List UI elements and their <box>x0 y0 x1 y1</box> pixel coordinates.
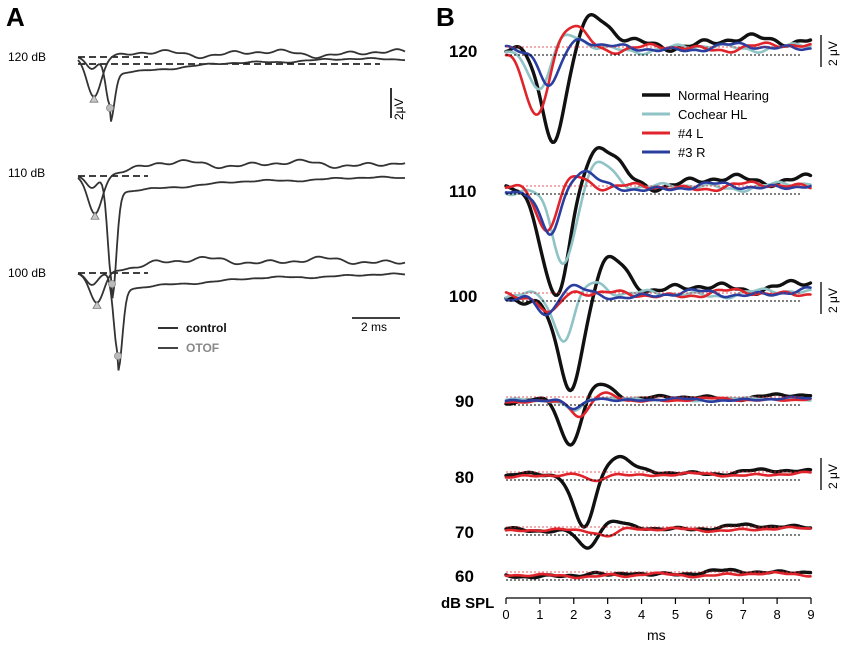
panel-b-scale-label-2: 2 μV <box>826 288 840 313</box>
panel-b-scale-bar-2: 2 μV <box>820 282 840 314</box>
x-tick-label-7: 7 <box>740 607 747 622</box>
x-tick-label-8: 8 <box>773 607 780 622</box>
series-normal-hearing-trace-100 <box>504 254 813 393</box>
a-control-peak-marker-110 <box>90 211 100 220</box>
x-tick-label-9: 9 <box>807 607 814 622</box>
panel-b-level-120: 120 <box>449 42 477 61</box>
legend-normal-hearing-label: Normal Hearing <box>678 88 769 103</box>
a-otof-trace-100 <box>77 272 406 371</box>
a-otof-trace-110 <box>77 175 405 299</box>
panel-b-xlabel: ms <box>647 627 666 643</box>
x-tick-label-6: 6 <box>706 607 713 622</box>
legend-4l-label: #4 L <box>678 126 703 141</box>
panel-b-level-60: 60 <box>455 567 474 586</box>
x-tick-label-2: 2 <box>570 607 577 622</box>
panel-b-level-80: 80 <box>455 468 474 487</box>
panel-b-scale-label-3: 2 μV <box>826 464 840 489</box>
series-3-r-trace-100 <box>504 283 812 317</box>
x-tick-label-0: 0 <box>502 607 509 622</box>
series-4-l-trace-70 <box>504 525 812 538</box>
series-normal-hearing-trace-110 <box>504 146 813 297</box>
panel-a-level-110: 110 dB <box>8 166 45 180</box>
series-cochear-hl-trace-100 <box>504 281 812 343</box>
panel-b-scale-label-1: 2 μV <box>826 41 840 66</box>
panel-a-amplitude-scale-label: 2μV <box>392 98 406 120</box>
series-cochear-hl-trace-110 <box>504 160 812 266</box>
panel-a-time-scale-label: 2 ms <box>361 320 387 334</box>
a-otof-peak-marker-110 <box>108 280 116 288</box>
panel-b-letter: B <box>436 2 455 32</box>
panel-b-level-100: 100 <box>449 287 477 306</box>
panel-b-level-70: 70 <box>455 523 474 542</box>
panel-b-ylabel: dB SPL <box>441 595 494 612</box>
legend-3r-label: #3 R <box>678 145 705 160</box>
legend-otof-label: OTOF <box>186 341 219 355</box>
a-otof-trace-120 <box>77 56 406 122</box>
series-normal-hearing-trace-80 <box>504 454 813 529</box>
panel-a-time-scale-bar: 2 ms <box>352 317 400 334</box>
panel-a-amplitude-scale-bar: 2μV <box>390 88 406 120</box>
a-otof-peak-marker-100 <box>114 352 122 360</box>
series-normal-hearing-trace-90 <box>504 382 813 447</box>
legend-control-label: control <box>186 321 227 335</box>
series-4-l-trace-60 <box>504 570 812 580</box>
series-3-r-trace-110 <box>504 169 812 236</box>
x-tick-label-5: 5 <box>672 607 679 622</box>
series-4-l-trace-80 <box>504 470 812 483</box>
panel-b-scale-bar-1: 2 μV <box>820 35 840 67</box>
a-control-peak-marker-120 <box>89 94 99 103</box>
a-control-trace-110 <box>77 158 406 215</box>
panel-b-x-axis: 0 1 2 3 4 5 6 7 8 9 <box>502 597 815 622</box>
a-control-trace-100 <box>77 255 406 304</box>
panel-a-level-100: 100 dB <box>8 266 46 280</box>
legend-cochear-hl-label: Cochear HL <box>678 107 747 122</box>
x-tick-label-4: 4 <box>638 607 645 622</box>
panel-a-traces <box>77 48 406 371</box>
panel-a-level-120: 120 dB <box>8 50 46 64</box>
x-tick-label-1: 1 <box>536 607 543 622</box>
panel-b-traces <box>504 13 813 581</box>
panel-b-legend: Normal Hearing Cochear HL #4 L #3 R <box>642 88 769 160</box>
series-3-r-trace-120 <box>504 37 812 87</box>
panel-a-letter: A <box>6 2 25 32</box>
panel-b-level-110: 110 <box>449 182 476 201</box>
x-tick-label-3: 3 <box>604 607 611 622</box>
panel-a-legend: control OTOF <box>158 321 227 355</box>
a-control-trace-120 <box>77 48 406 98</box>
a-control-peak-marker-100 <box>92 300 102 309</box>
series-normal-hearing-trace-120 <box>504 13 813 144</box>
a-otof-peak-marker-120 <box>106 104 114 112</box>
panel-b-level-90: 90 <box>455 392 474 411</box>
panel-b-scale-bar-3: 2 μV <box>820 458 840 490</box>
series-3-r-trace-90 <box>504 395 812 411</box>
